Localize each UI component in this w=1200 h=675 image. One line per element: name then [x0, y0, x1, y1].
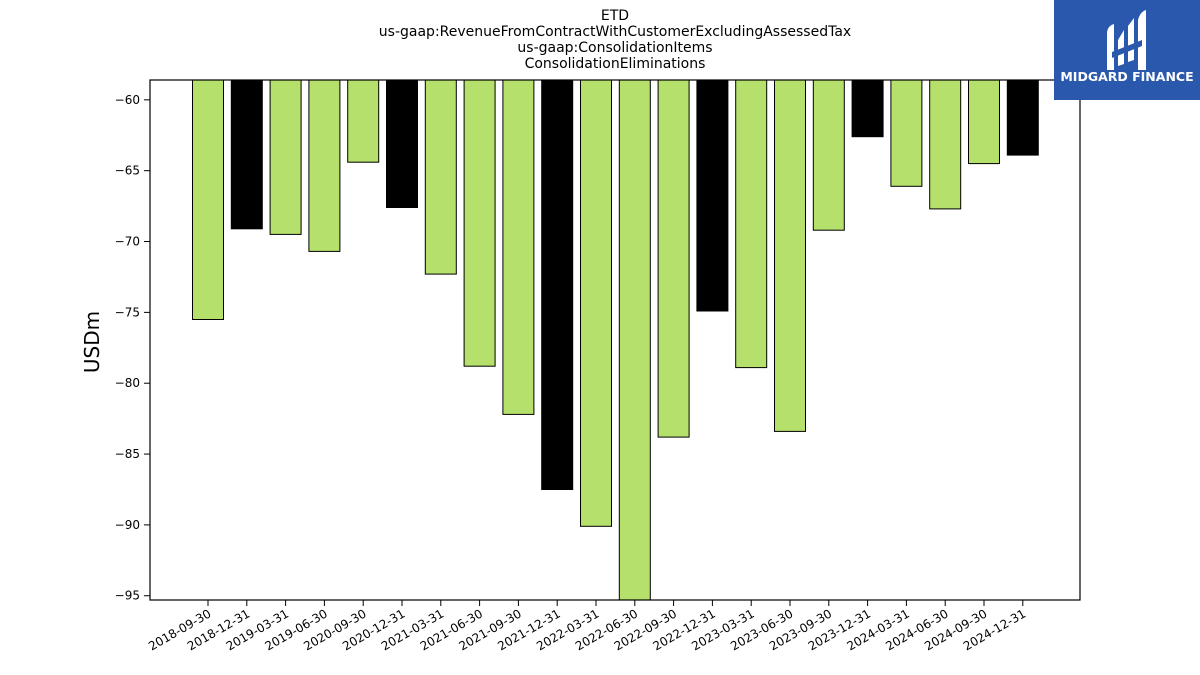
plot-frame	[149, 79, 1081, 601]
y-tick-label: −60	[115, 93, 140, 107]
bar-2023-12-31	[851, 79, 884, 138]
y-tick-label: −70	[115, 235, 140, 249]
bar-2023-06-30	[774, 79, 806, 432]
bar-2022-06-30	[618, 79, 651, 601]
chart-title-line-3: us-gaap:ConsolidationItems	[517, 40, 712, 56]
chart-title: ETD us-gaap:RevenueFromContractWithCusto…	[379, 8, 851, 72]
bar-2019-06-30	[308, 79, 341, 252]
bar-2023-03-31	[735, 79, 768, 369]
bar-2021-03-31	[424, 79, 457, 275]
bar-2021-09-30	[502, 79, 535, 415]
logo-text: MIDGARD FINANCE	[1060, 69, 1193, 84]
y-axis: −60 −65 −70 −75 −80 −85 −90 −95	[115, 93, 150, 603]
bar-2018-09-30	[192, 79, 224, 320]
chart-title-line-1: ETD	[601, 8, 629, 24]
midgard-logo-icon	[1107, 10, 1146, 70]
y-tick-label: −90	[115, 518, 140, 532]
bar-2022-09-30	[657, 79, 690, 438]
y-tick-label: −65	[115, 164, 140, 178]
bar-2020-09-30	[347, 79, 380, 163]
bar-2019-03-31	[269, 79, 302, 235]
y-axis-label: USDm	[80, 311, 104, 373]
bar-2024-03-31	[890, 79, 923, 187]
chart-title-line-2: us-gaap:RevenueFromContractWithCustomerE…	[379, 24, 851, 40]
bar-2022-12-31	[696, 79, 729, 312]
bar-2023-09-30	[812, 79, 845, 231]
y-tick-label: −80	[115, 376, 140, 390]
bar-2020-12-31	[386, 79, 418, 208]
bar-2022-03-31	[580, 79, 612, 527]
bar-2018-12-31	[230, 79, 263, 230]
y-tick-label: −85	[115, 447, 140, 461]
bar-2024-06-30	[929, 79, 962, 210]
bar-2021-12-31	[541, 79, 574, 490]
brand-logo: MIDGARD FINANCE	[1054, 0, 1200, 100]
chart-title-line-4: ConsolidationEliminations	[525, 56, 706, 72]
y-tick-label: −95	[115, 589, 140, 603]
bar-2024-09-30	[968, 79, 1000, 165]
x-axis: 2018-09-302018-12-312019-03-312019-06-30…	[146, 600, 1028, 653]
bar-series	[192, 79, 1039, 601]
bar-2021-06-30	[463, 79, 496, 367]
y-tick-label: −75	[115, 305, 140, 319]
bar-2024-12-31	[1006, 79, 1039, 156]
